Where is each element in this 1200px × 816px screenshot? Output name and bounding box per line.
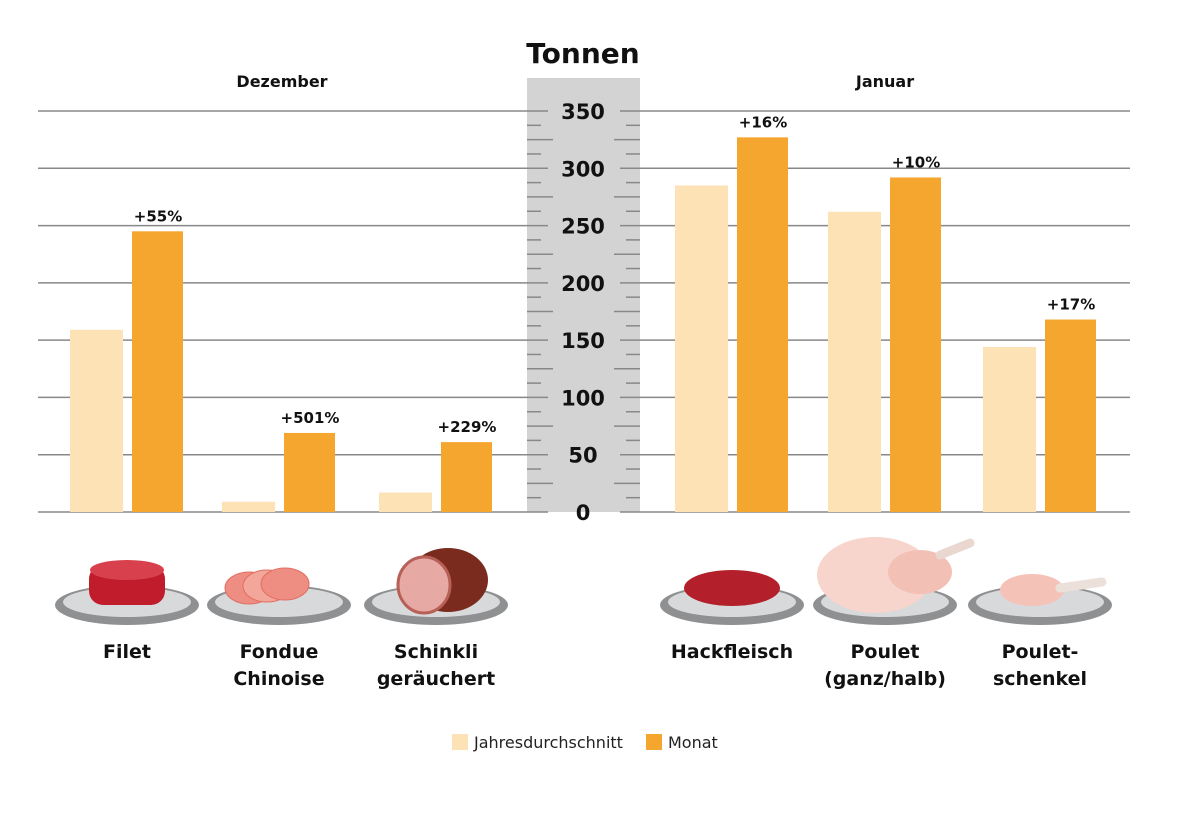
y-tick-label: 50 bbox=[568, 444, 597, 468]
slice bbox=[260, 567, 310, 601]
food-icon-smoked-ham bbox=[364, 548, 508, 625]
food-icon-whole-chicken bbox=[813, 537, 975, 625]
bone bbox=[935, 538, 975, 560]
food-icon-minced-meat bbox=[660, 570, 804, 625]
chicken-leg bbox=[888, 550, 952, 594]
category-label: Poulet bbox=[851, 641, 920, 663]
y-tick-label: 250 bbox=[561, 215, 605, 239]
mince bbox=[684, 570, 780, 606]
category-label: Hackfleisch bbox=[671, 641, 793, 663]
data-label: +55% bbox=[134, 207, 182, 225]
y-tick-label: 0 bbox=[576, 501, 591, 525]
legend-label: Monat bbox=[668, 733, 718, 752]
bar-jahresdurchschnitt bbox=[828, 211, 881, 512]
category-label: Poulet- bbox=[1002, 641, 1079, 663]
bar-monat bbox=[132, 231, 183, 513]
bar-monat bbox=[890, 177, 941, 513]
data-label: +501% bbox=[281, 409, 340, 427]
bar-jahresdurchschnitt bbox=[70, 329, 123, 512]
category-label: Schinkli bbox=[394, 641, 478, 663]
bar-jahresdurchschnitt bbox=[983, 347, 1036, 512]
y-tick-label: 100 bbox=[561, 386, 605, 410]
bar-monat bbox=[284, 432, 335, 512]
filet-top bbox=[90, 560, 164, 580]
category-label: schenkel bbox=[993, 668, 1087, 690]
data-label: +229% bbox=[438, 418, 497, 436]
axis-band bbox=[527, 78, 640, 512]
data-label: +17% bbox=[1047, 296, 1095, 314]
category-label: (ganz/halb) bbox=[824, 668, 946, 690]
food-icon-beef-filet bbox=[55, 560, 199, 625]
data-label: +16% bbox=[739, 113, 787, 131]
category-label: Fondue bbox=[240, 641, 319, 663]
group-label: Januar bbox=[855, 72, 914, 91]
food-icon-sliced-meat bbox=[207, 567, 351, 625]
bone bbox=[1055, 577, 1107, 593]
leg-meat bbox=[1000, 574, 1064, 606]
food-icon-chicken-leg bbox=[968, 574, 1112, 625]
data-label: +10% bbox=[892, 153, 940, 171]
chart-title: Tonnen bbox=[526, 37, 639, 70]
bar-jahresdurchschnitt bbox=[675, 185, 728, 512]
y-tick-label: 350 bbox=[561, 100, 605, 124]
y-tick-label: 300 bbox=[561, 157, 605, 181]
ham-cut bbox=[396, 555, 452, 615]
bar-monat bbox=[441, 442, 492, 512]
category-label: Chinoise bbox=[233, 668, 324, 690]
category-label: Filet bbox=[103, 641, 151, 663]
bar-monat bbox=[737, 137, 788, 512]
bar-jahresdurchschnitt bbox=[222, 501, 275, 512]
legend-swatch bbox=[646, 734, 662, 750]
y-tick-label: 200 bbox=[561, 272, 605, 296]
bar-jahresdurchschnitt bbox=[379, 492, 432, 512]
legend-swatch bbox=[452, 734, 468, 750]
y-tick-label: 150 bbox=[561, 329, 605, 353]
category-label: geräuchert bbox=[377, 668, 495, 690]
bar-monat bbox=[1045, 319, 1096, 512]
legend-label: Jahresdurchschnitt bbox=[473, 733, 623, 752]
group-label: Dezember bbox=[236, 72, 327, 91]
